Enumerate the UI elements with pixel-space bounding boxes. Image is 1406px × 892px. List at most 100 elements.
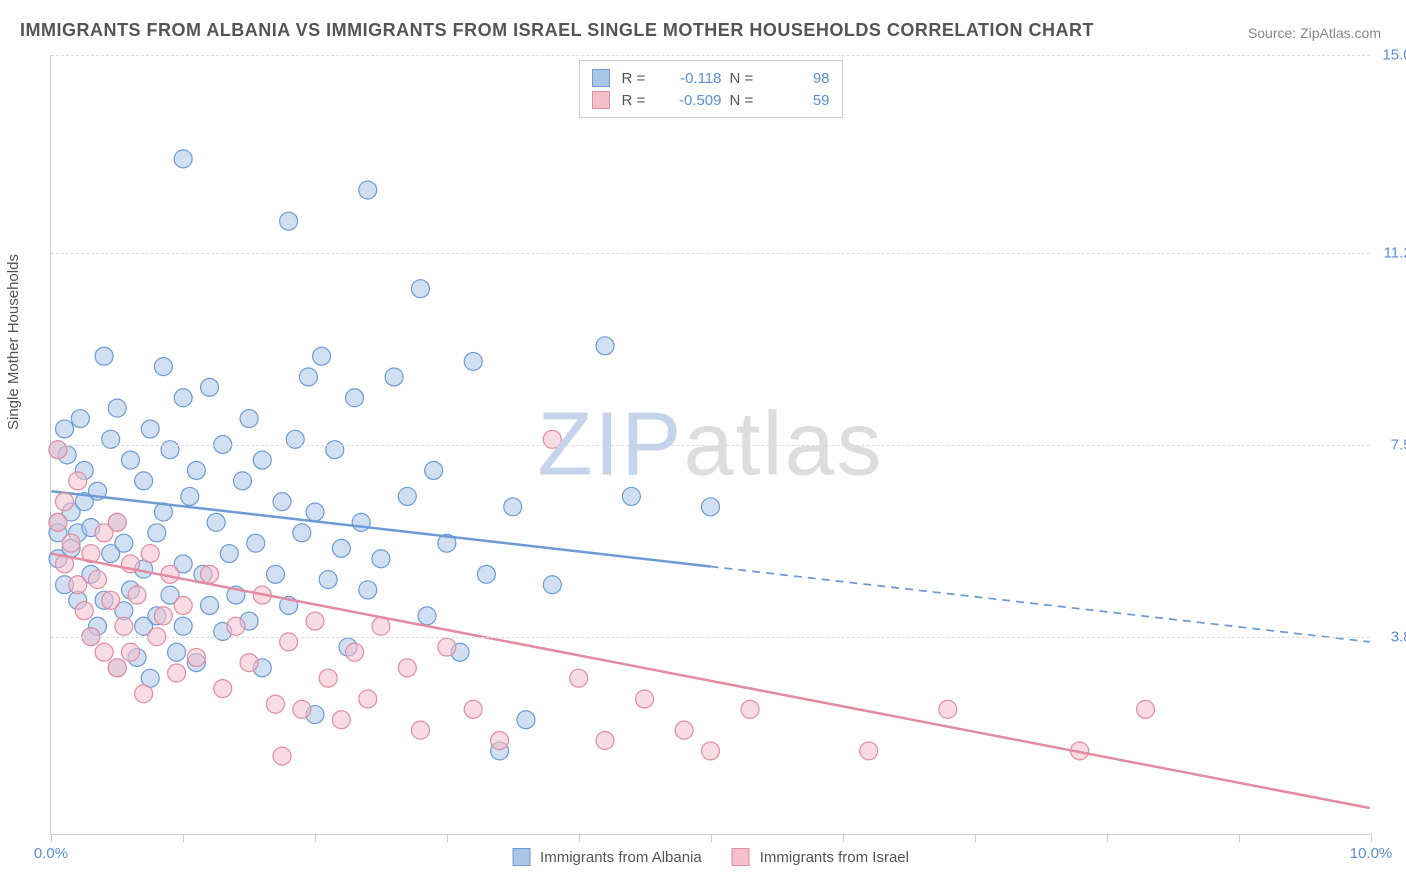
scatter-point [154, 607, 172, 625]
legend-item-0: Immigrants from Albania [512, 848, 702, 866]
scatter-point [95, 347, 113, 365]
trendline-solid [51, 554, 1369, 808]
legend-item-1: Immigrants from Israel [732, 848, 909, 866]
scatter-point [273, 747, 291, 765]
scatter-point [214, 680, 232, 698]
scatter-point [168, 664, 186, 682]
scatter-point [49, 441, 67, 459]
x-tick [51, 834, 52, 842]
x-tick [579, 834, 580, 842]
x-tick [1107, 834, 1108, 842]
scatter-point [543, 576, 561, 594]
scatter-point [273, 493, 291, 511]
legend-n-label: N = [730, 70, 762, 87]
scatter-point [517, 711, 535, 729]
scatter-point [411, 280, 429, 298]
scatter-point [398, 659, 416, 677]
scatter-point [425, 461, 443, 479]
scatter-point [332, 539, 350, 557]
scatter-point [438, 638, 456, 656]
scatter-point [115, 534, 133, 552]
scatter-point [201, 565, 219, 583]
x-tick [711, 834, 712, 842]
swatch-bottom-1 [732, 848, 750, 866]
scatter-point [201, 378, 219, 396]
legend-n-value-1: 59 [770, 92, 830, 109]
scatter-point [174, 617, 192, 635]
scatter-point [319, 669, 337, 687]
legend-name-0: Immigrants from Albania [540, 849, 702, 866]
scatter-point [88, 571, 106, 589]
scatter-point [108, 513, 126, 531]
scatter-point [346, 389, 364, 407]
legend-r-label: R = [622, 92, 654, 109]
scatter-point [62, 534, 80, 552]
scatter-point [56, 493, 74, 511]
scatter-point [570, 669, 588, 687]
y-axis-label: Single Mother Households [5, 254, 22, 430]
scatter-point [636, 690, 654, 708]
x-tick [315, 834, 316, 842]
x-tick [1371, 834, 1372, 842]
scatter-point [266, 695, 284, 713]
scatter-point [240, 410, 258, 428]
gridline [51, 55, 1370, 56]
scatter-point [313, 347, 331, 365]
trendline-dashed [711, 567, 1370, 642]
scatter-point [280, 633, 298, 651]
scatter-point [135, 472, 153, 490]
scatter-point [75, 602, 93, 620]
scatter-point [115, 617, 133, 635]
scatter-point [372, 617, 390, 635]
scatter-point [491, 732, 509, 750]
scatter-point [385, 368, 403, 386]
scatter-point [187, 461, 205, 479]
scatter-point [622, 487, 640, 505]
gridline [51, 445, 1370, 446]
scatter-point [161, 441, 179, 459]
scatter-point [939, 700, 957, 718]
scatter-point [266, 565, 284, 583]
scatter-point [174, 389, 192, 407]
legend-row-series-1: R = -0.509 N = 59 [592, 89, 830, 111]
scatter-point [504, 498, 522, 516]
scatter-point [207, 513, 225, 531]
scatter-point [398, 487, 416, 505]
scatter-point [95, 643, 113, 661]
scatter-point [860, 742, 878, 760]
scatter-point [108, 399, 126, 417]
gridline [51, 253, 1370, 254]
scatter-point [141, 545, 159, 563]
x-tick [447, 834, 448, 842]
scatter-point [240, 654, 258, 672]
chart-plot-area: ZIPatlas R = -0.118 N = 98 R = -0.509 N … [50, 55, 1370, 835]
scatter-point [359, 181, 377, 199]
scatter-point [299, 368, 317, 386]
scatter-point [411, 721, 429, 739]
x-tick-label: 0.0% [34, 845, 68, 862]
legend-n-value-0: 98 [770, 70, 830, 87]
scatter-point [174, 150, 192, 168]
legend-n-label: N = [730, 92, 762, 109]
legend-r-value-0: -0.118 [662, 70, 722, 87]
legend-r-value-1: -0.509 [662, 92, 722, 109]
scatter-point [741, 700, 759, 718]
scatter-point [306, 503, 324, 521]
scatter-point [121, 451, 139, 469]
source-attribution: Source: ZipAtlas.com [1248, 25, 1381, 41]
scatter-point [234, 472, 252, 490]
swatch-bottom-0 [512, 848, 530, 866]
scatter-point [69, 472, 87, 490]
scatter-point [128, 586, 146, 604]
scatter-point [187, 648, 205, 666]
scatter-point [174, 597, 192, 615]
scatter-point [346, 643, 364, 661]
swatch-series-1 [592, 91, 610, 109]
x-tick [843, 834, 844, 842]
scatter-point [326, 441, 344, 459]
scatter-point [702, 742, 720, 760]
scatter-point [71, 410, 89, 428]
legend-row-series-0: R = -0.118 N = 98 [592, 67, 830, 89]
scatter-point [702, 498, 720, 516]
scatter-point [247, 534, 265, 552]
